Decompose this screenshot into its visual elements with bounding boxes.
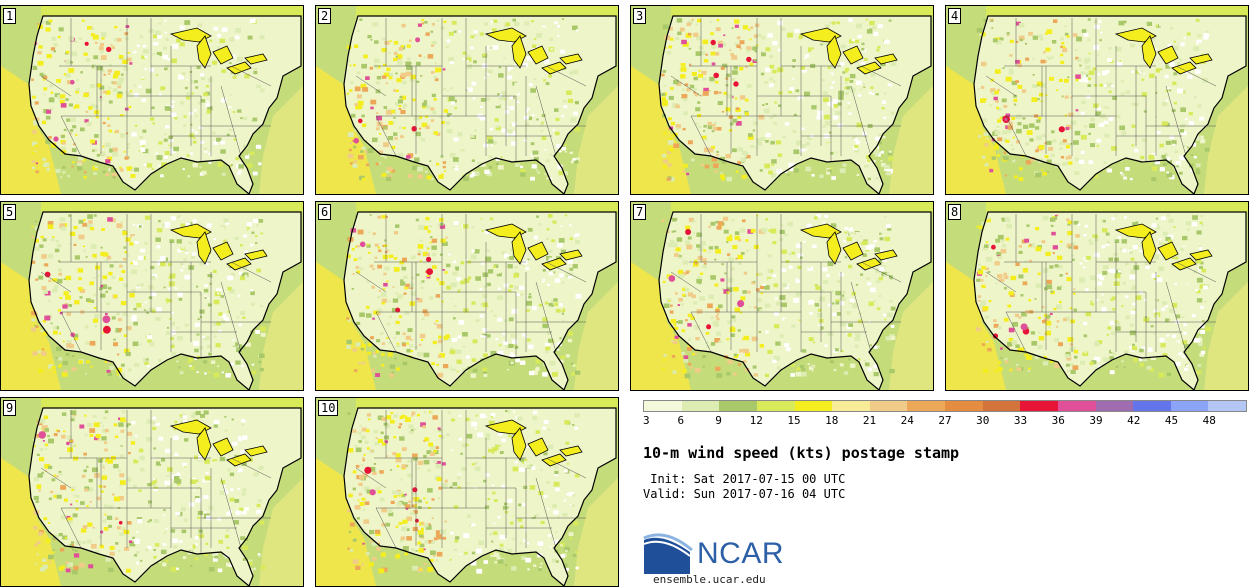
wind-speed-map: [631, 6, 933, 194]
colorbar-cell: [907, 401, 945, 411]
init-time: Init: Sat 2017-07-15 00 UTC: [643, 472, 846, 486]
ensemble-member-panel: 6: [315, 201, 619, 391]
wind-speed-map: [316, 398, 618, 586]
ncar-logo-text: NCAR: [697, 537, 785, 570]
colorbar-cell: [982, 401, 1021, 411]
wind-speed-map: [631, 202, 933, 390]
colorbar-cell: [794, 401, 833, 411]
colorbar-tick-label: 45: [1164, 414, 1179, 427]
colorbar-cell: [719, 401, 757, 411]
wind-speed-map: [316, 6, 618, 194]
member-number-label: 4: [948, 8, 962, 24]
colorbar-tick-label: 21: [862, 414, 877, 427]
colorbar-cell: [1095, 401, 1134, 411]
ncar-logo-icon: [643, 533, 693, 574]
colorbar-tick-label: 24: [900, 414, 914, 427]
ensemble-member-panel: 9: [0, 397, 304, 587]
ensemble-member-panel: 2: [315, 5, 619, 195]
member-number-label: 3: [633, 8, 647, 24]
colorbar-tick-label: 15: [787, 414, 801, 427]
colorbar-tick-label: 27: [938, 414, 952, 427]
wind-speed-map: [1, 398, 303, 586]
colorbar-cell: [945, 401, 983, 411]
ensemble-member-panel: 4: [945, 5, 1249, 195]
member-number-label: 2: [318, 8, 332, 24]
member-number-label: 9: [3, 400, 17, 416]
colorbar-tick-label: 39: [1089, 414, 1103, 427]
wind-speed-map: [946, 6, 1248, 194]
site-url: ensemble.ucar.edu: [653, 573, 766, 586]
colorbar-tick-label: 6: [677, 414, 685, 427]
colorbar-cell: [1170, 401, 1209, 411]
colorbar-tick-label: 30: [976, 414, 990, 427]
colorbar-cell: [756, 401, 795, 411]
member-number-label: 5: [3, 204, 17, 220]
colorbar-cell: [644, 401, 682, 411]
ensemble-member-panel: 8: [945, 201, 1249, 391]
ensemble-member-panel: 3: [630, 5, 934, 195]
colorbar-tick-labels: 3 6 9 12 15 18 21 24 27 30 33 36 39 42 45 48: [643, 414, 1247, 428]
member-number-label: 8: [948, 204, 962, 220]
colorbar-cell: [1020, 401, 1058, 411]
valid-time: Valid: Sun 2017-07-16 04 UTC: [643, 487, 846, 501]
colorbar-cell: [1208, 401, 1246, 411]
ensemble-member-panel: 10: [315, 397, 619, 587]
member-number-label: 10: [318, 400, 339, 416]
ensemble-member-panel: 1: [0, 5, 304, 195]
colorbar-tick-label: 9: [715, 414, 722, 427]
wind-speed-colorbar: [643, 400, 1247, 412]
member-number-label: 1: [3, 8, 17, 24]
colorbar-tick-label: 48: [1202, 414, 1216, 427]
ensemble-member-panel: 7: [630, 201, 934, 391]
colorbar-tick-label: 36: [1051, 414, 1065, 427]
colorbar-tick-label: 12: [749, 414, 763, 427]
colorbar-cell: [832, 401, 870, 411]
colorbar-tick-label: 3: [643, 414, 650, 427]
colorbar-cell: [1057, 401, 1096, 411]
colorbar-cell: [1133, 401, 1171, 411]
colorbar-tick-label: 42: [1127, 414, 1141, 427]
member-number-label: 6: [318, 204, 332, 220]
plot-title: 10-m wind speed (kts) postage stamp: [643, 444, 960, 462]
wind-speed-map: [316, 202, 618, 390]
member-number-label: 7: [633, 204, 647, 220]
wind-speed-map: [946, 202, 1248, 390]
colorbar-cell: [869, 401, 908, 411]
ensemble-member-panel: 5: [0, 201, 304, 391]
colorbar-cell: [681, 401, 720, 411]
colorbar-tick-label: 33: [1013, 414, 1028, 427]
wind-speed-map: [1, 6, 303, 194]
colorbar-tick-label: 18: [825, 414, 839, 427]
wind-speed-map: [1, 202, 303, 390]
